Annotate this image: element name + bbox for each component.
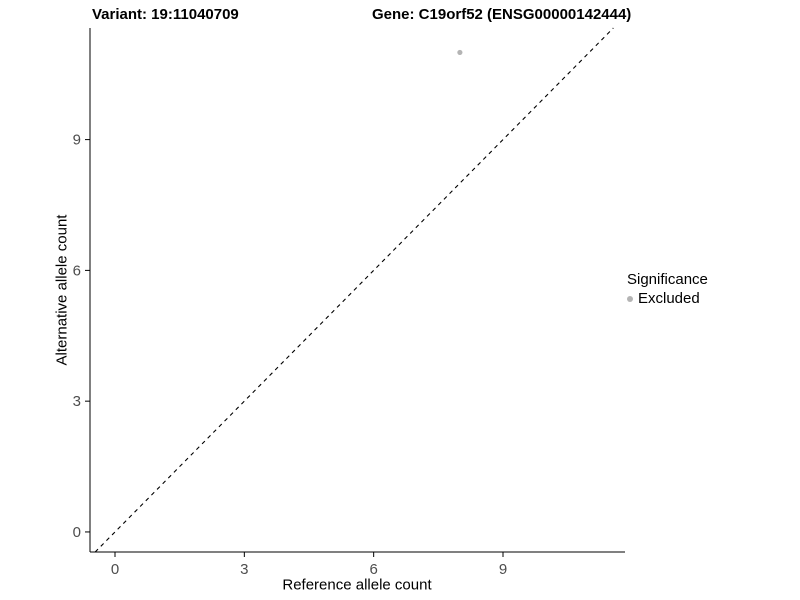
- legend-entry-label: Excluded: [638, 290, 700, 307]
- y-tick-label: 9: [73, 132, 81, 149]
- x-axis-label: Reference allele count: [282, 576, 432, 594]
- y-tick-label: 3: [73, 393, 81, 410]
- y-tick-label: 0: [73, 524, 81, 541]
- legend-entry-excluded: Excluded: [627, 290, 708, 307]
- gene-title: Gene: C19orf52 (ENSG00000142444): [372, 6, 632, 23]
- data-point: [457, 49, 463, 56]
- excluded-point-icon: [627, 295, 633, 302]
- x-tick-label: 0: [111, 561, 119, 578]
- x-tick-label: 9: [499, 561, 507, 578]
- legend: Significance Excluded: [627, 271, 708, 307]
- x-tick-label: 6: [369, 561, 377, 578]
- identity-line: [94, 27, 614, 553]
- y-tick-label: 6: [73, 262, 81, 279]
- x-tick-label: 3: [240, 561, 248, 578]
- variant-title: Variant: 19:11040709: [92, 6, 239, 23]
- legend-title: Significance: [627, 271, 708, 288]
